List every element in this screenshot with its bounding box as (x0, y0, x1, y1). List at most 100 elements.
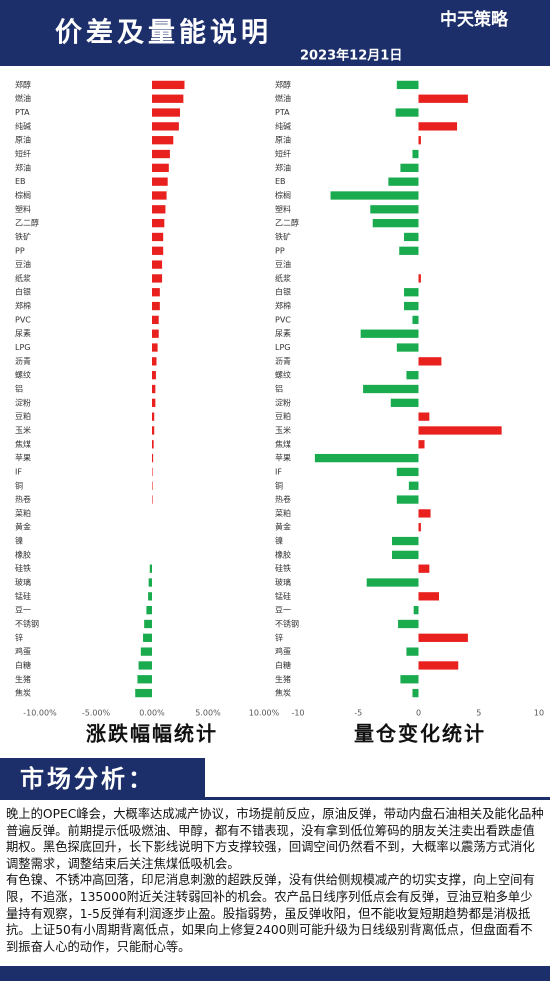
category-label: 不锈钢 (275, 618, 299, 628)
bar (152, 481, 153, 490)
category-label: PVC (15, 315, 31, 324)
bar (391, 550, 419, 560)
header-title: 价差及量能说明 (55, 17, 272, 49)
bar (152, 205, 166, 214)
bar (152, 357, 157, 366)
logo: 中天策略 (440, 9, 509, 30)
category-label: 纯碱 (15, 121, 31, 131)
x-tick-label: -5.00% (82, 709, 111, 718)
category-label: LPG (15, 343, 30, 352)
bar (152, 122, 179, 131)
bar (360, 329, 419, 338)
bar (406, 647, 419, 656)
bar (400, 675, 419, 684)
bar (152, 426, 155, 435)
category-label: 锰硅 (15, 591, 31, 601)
chart-title: 涨跌幅幅统计 (86, 722, 218, 746)
category-label: 热卷 (15, 494, 31, 504)
bar (395, 108, 419, 117)
bar (140, 647, 152, 656)
category-label: EB (275, 177, 286, 186)
bar (152, 398, 156, 407)
bar (399, 246, 419, 255)
bar (138, 661, 152, 670)
bar (152, 288, 160, 297)
category-label: 尿素 (15, 328, 31, 338)
analysis-text: 晚上的OPEC峰会，大概率达成减产协议，市场提前反应，原油反弹，带动内盘石油相关… (6, 806, 544, 955)
category-label: PVC (275, 315, 291, 324)
bar (152, 218, 165, 228)
category-label: 菜粕 (275, 508, 291, 518)
category-label: PTA (275, 108, 290, 117)
bar (396, 80, 419, 90)
bar (418, 661, 459, 670)
bar (146, 606, 152, 615)
bar (412, 688, 419, 698)
category-label: 豆粕 (15, 411, 31, 421)
category-label: 玻璃 (275, 577, 291, 587)
bar (135, 688, 152, 698)
category-label: 棕榈 (15, 190, 31, 200)
bar (148, 592, 152, 601)
category-label: 郑醇 (275, 79, 291, 89)
category-label: 纯碱 (275, 121, 291, 131)
category-label: 镍 (275, 536, 283, 546)
bar (396, 495, 419, 504)
bar (152, 412, 155, 421)
category-label: 纸浆 (275, 273, 291, 283)
category-label: 沥青 (275, 356, 291, 366)
category-label: 螺纹 (275, 370, 291, 380)
category-label: 锌 (275, 632, 283, 642)
category-label: 热卷 (275, 494, 291, 504)
bar (330, 191, 419, 200)
paragraph: 晚上的OPEC峰会，大概率达成减产协议，市场提前反应，原油反弹，带动内盘石油相关… (6, 807, 544, 871)
x-tick-label: 5.00% (195, 709, 221, 718)
category-label: 生猪 (275, 674, 291, 684)
bar (418, 564, 430, 573)
category-label: 镍 (15, 536, 23, 546)
bar (152, 191, 167, 200)
bar (418, 94, 468, 103)
bar (418, 426, 502, 435)
bar (404, 288, 419, 297)
bar (152, 177, 168, 186)
category-label: 硅铁 (15, 563, 31, 573)
bar (412, 315, 419, 325)
category-label: 鸡蛋 (15, 646, 31, 656)
bar (152, 163, 169, 172)
category-label: 白糖 (275, 660, 291, 670)
bar (152, 467, 153, 477)
bar (412, 149, 419, 159)
category-label: 硅铁 (275, 563, 291, 573)
bar (152, 315, 159, 325)
section-title: 市场分析： (0, 758, 205, 800)
bar (390, 398, 419, 407)
bar (152, 343, 158, 352)
category-label: 苹果 (275, 453, 291, 463)
category-label: 豆油 (275, 259, 291, 269)
category-label: 纸浆 (15, 273, 31, 283)
x-tick-label: 10.00% (249, 709, 280, 718)
category-label: 铝 (15, 384, 23, 394)
bar (391, 536, 419, 546)
category-label: 塑料 (275, 204, 291, 214)
category-label: 淀粉 (275, 397, 291, 407)
category-label: 苹果 (15, 453, 31, 463)
section-rule (205, 797, 550, 800)
header-date: 2023年12月1日 (300, 48, 402, 64)
category-label: 焦炭 (275, 688, 291, 698)
category-label: 黄金 (15, 522, 31, 532)
bar (144, 619, 152, 629)
bar (418, 274, 421, 283)
bar (152, 371, 156, 380)
category-label: 铜 (15, 480, 23, 490)
category-label: IF (15, 467, 22, 476)
bar (152, 440, 154, 449)
bar (396, 467, 419, 477)
bar (152, 108, 180, 117)
bar (152, 149, 170, 159)
x-tick-label: 0 (416, 709, 421, 718)
header-band (0, 0, 550, 66)
bar (152, 246, 164, 255)
